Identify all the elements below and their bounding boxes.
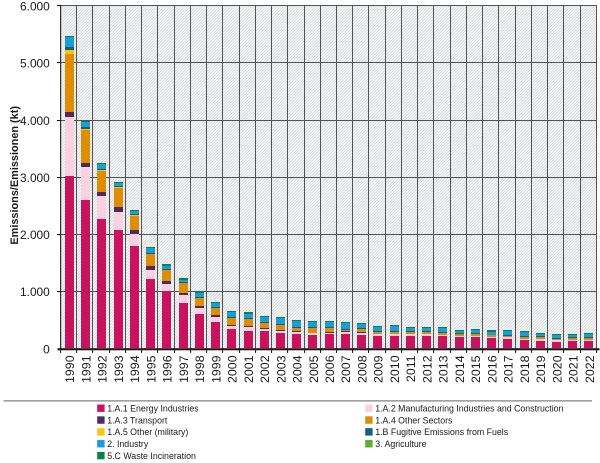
svg-text:2003: 2003 (274, 355, 288, 383)
svg-text:4.000: 4.000 (20, 114, 50, 128)
svg-text:0: 0 (43, 342, 50, 356)
svg-text:1999: 1999 (209, 355, 223, 383)
svg-text:1.A.3 Transport: 1.A.3 Transport (107, 415, 168, 425)
svg-text:2001: 2001 (242, 355, 256, 383)
svg-text:2013: 2013 (437, 355, 451, 383)
svg-text:2011: 2011 (404, 355, 418, 382)
svg-text:2015: 2015 (469, 355, 483, 383)
svg-text:2006: 2006 (323, 355, 337, 383)
svg-text:2000: 2000 (226, 355, 240, 383)
svg-text:5.000: 5.000 (20, 57, 50, 71)
svg-text:1994: 1994 (128, 355, 142, 383)
svg-text:2019: 2019 (534, 355, 548, 383)
svg-text:2005: 2005 (307, 355, 321, 383)
svg-text:2007: 2007 (339, 355, 353, 383)
svg-text:2. Industry: 2. Industry (107, 439, 149, 449)
svg-text:5.C Waste Incineration: 5.C Waste Incineration (107, 451, 196, 461)
svg-text:1996: 1996 (161, 355, 175, 383)
svg-text:1991: 1991 (79, 355, 93, 383)
svg-text:2020: 2020 (550, 355, 564, 383)
svg-text:3. Agriculture: 3. Agriculture (375, 439, 426, 449)
svg-text:1.A.2 Manufacturing Industries: 1.A.2 Manufacturing Industries and Const… (375, 404, 563, 414)
svg-text:2008: 2008 (355, 355, 369, 383)
svg-text:2014: 2014 (453, 355, 467, 383)
svg-text:Emissions/Emissionen (kt): Emissions/Emissionen (kt) (9, 106, 21, 245)
svg-text:2018: 2018 (518, 355, 532, 383)
svg-text:2016: 2016 (485, 355, 499, 383)
svg-text:2010: 2010 (388, 355, 402, 383)
svg-text:1.000: 1.000 (20, 285, 50, 299)
svg-text:2012: 2012 (420, 355, 434, 383)
svg-text:2002: 2002 (258, 355, 272, 383)
svg-text:1.A.1 Energy Industries: 1.A.1 Energy Industries (107, 404, 199, 414)
svg-text:2017: 2017 (502, 355, 516, 383)
svg-text:1992: 1992 (96, 355, 110, 383)
svg-text:1997: 1997 (177, 355, 191, 383)
svg-text:2022: 2022 (583, 355, 597, 383)
svg-text:1.A.5 Other (military): 1.A.5 Other (military) (107, 427, 188, 437)
svg-text:3.000: 3.000 (20, 171, 50, 185)
svg-text:6.000: 6.000 (20, 0, 50, 14)
svg-text:1.B Fugitive Emissions from Fu: 1.B Fugitive Emissions from Fuels (375, 427, 509, 437)
svg-text:2.000: 2.000 (20, 228, 50, 242)
svg-text:2009: 2009 (372, 355, 386, 383)
svg-text:1990: 1990 (63, 355, 77, 383)
svg-text:2004: 2004 (291, 355, 305, 383)
svg-text:1.A.4 Other Sectors: 1.A.4 Other Sectors (375, 415, 453, 425)
svg-text:2021: 2021 (567, 355, 581, 383)
svg-text:1993: 1993 (112, 355, 126, 383)
svg-text:1995: 1995 (144, 355, 158, 383)
svg-text:1998: 1998 (193, 355, 207, 383)
